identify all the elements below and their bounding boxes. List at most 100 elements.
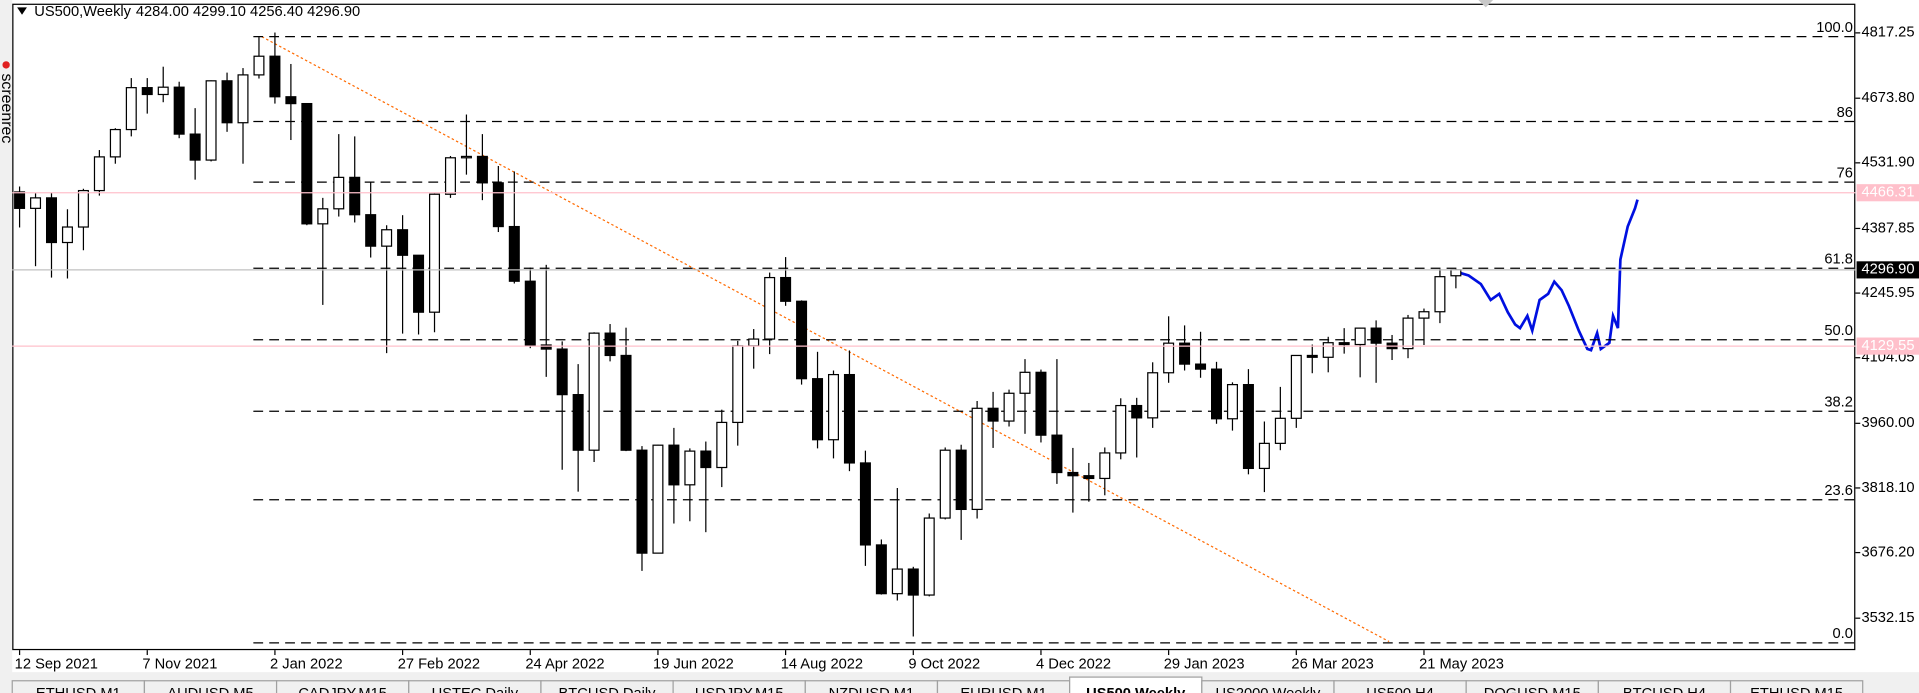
tab-label[interactable]: US500,H4 (1366, 686, 1434, 693)
candle-body (365, 214, 377, 247)
candle-body (237, 74, 249, 124)
candle-body (1195, 363, 1207, 370)
tab[interactable] (1201, 680, 1335, 693)
candle-body (859, 462, 871, 546)
candle-body (476, 155, 488, 184)
tab[interactable] (143, 680, 278, 693)
candle-body (540, 344, 552, 350)
left-strip (0, 0, 13, 678)
candle-body (397, 229, 409, 256)
tab[interactable] (1333, 680, 1467, 693)
tab-label[interactable]: ETHUSD,M15 (1750, 686, 1843, 693)
candle-body (109, 128, 121, 158)
candle-body (1418, 311, 1430, 319)
candle-body (1051, 434, 1063, 474)
y-tick-label: 4817.25 (1861, 25, 1914, 41)
candle-body (684, 450, 696, 486)
candle-body (14, 191, 26, 209)
candle-body (1450, 269, 1462, 277)
candle-body (1131, 404, 1143, 419)
watermark: screenrec (0, 73, 15, 143)
x-tick-label: 24 Apr 2022 (525, 657, 604, 673)
candle-body (269, 55, 281, 98)
candle-body (221, 80, 233, 124)
fib-label: 50.0 (1824, 323, 1853, 339)
tab[interactable] (1597, 680, 1732, 693)
tab[interactable] (11, 680, 146, 693)
x-tick-label: 4 Dec 2022 (1036, 657, 1111, 673)
candle-body (891, 568, 903, 595)
candle-body (524, 280, 536, 346)
candle-body (157, 86, 169, 96)
candle-body (812, 378, 824, 441)
tab[interactable] (540, 680, 674, 693)
chart-title: US500,Weekly (34, 4, 131, 20)
tab-label[interactable]: US2000,Weekly (1215, 686, 1321, 693)
candle-body (1179, 342, 1191, 365)
candle-body (444, 157, 456, 195)
tab-label[interactable]: CADJPY,M15 (298, 686, 387, 693)
tab[interactable] (804, 680, 939, 693)
x-tick-label: 7 Nov 2021 (142, 657, 217, 673)
candle-body (764, 276, 776, 340)
y-tick-label: 4673.80 (1861, 90, 1914, 106)
tab[interactable] (672, 680, 806, 693)
tab-label[interactable]: ETHUSD,M1 (36, 686, 121, 693)
tab-label[interactable]: EURUSD,M1 (960, 686, 1046, 693)
price-label: 4466.31 (1861, 185, 1914, 201)
x-tick-label: 21 May 2023 (1419, 657, 1504, 673)
candle-body (1322, 342, 1334, 358)
candle-body (907, 568, 919, 596)
tab[interactable] (1465, 680, 1599, 693)
candle-body (1211, 368, 1223, 420)
candle-body (1274, 417, 1286, 444)
menu-triangle[interactable] (17, 7, 27, 15)
tab[interactable] (408, 680, 542, 693)
tab-label[interactable]: BTCUSD,H4 (1623, 686, 1706, 693)
price-label-box (1856, 184, 1919, 202)
y-tick-label: 4245.95 (1861, 285, 1914, 301)
candle-body (429, 193, 441, 313)
x-tick-label: 19 Jun 2022 (653, 657, 734, 673)
candle-body (875, 544, 887, 595)
tab-label[interactable]: AUDUSD,M5 (167, 686, 253, 693)
candle-body (1067, 471, 1079, 477)
candle-body (30, 197, 42, 209)
plot-frame (12, 3, 1856, 651)
candle-body (572, 394, 584, 451)
candle-body (492, 182, 504, 228)
tab-label[interactable]: NZDUSD,M1 (829, 686, 915, 693)
fib-label: 61.8 (1824, 252, 1853, 268)
fib-label: 100.0 (1816, 20, 1853, 36)
candle-body (141, 87, 153, 96)
fib-label: 86 (1837, 105, 1853, 121)
tab-label[interactable]: US500,Weekly (1086, 686, 1186, 693)
candle-body (1354, 327, 1366, 346)
fib-label: 76 (1837, 165, 1853, 181)
fib-label: 0.0 (1833, 626, 1853, 642)
candle-body (1402, 317, 1414, 350)
x-tick-label: 12 Sep 2021 (15, 657, 98, 673)
price-label: 4296.90 (1861, 262, 1914, 278)
tab-label[interactable]: BTCUSD,Daily (559, 686, 657, 693)
x-tick-label: 14 Aug 2022 (781, 657, 863, 673)
x-tick-label: 9 Oct 2022 (908, 657, 980, 673)
tab[interactable] (275, 680, 410, 693)
candle-body (939, 449, 951, 519)
tab-label[interactable]: USTEC,Daily (432, 686, 519, 693)
watermark-dot (2, 61, 10, 69)
fib-label: 23.6 (1824, 483, 1853, 499)
tab[interactable] (1729, 680, 1864, 693)
y-tick-label: 3818.10 (1861, 480, 1914, 496)
candle-body (987, 407, 999, 422)
candle-body (700, 450, 712, 469)
price-label: 4129.55 (1861, 338, 1914, 354)
tab-label[interactable]: DOGUSD,M15 (1484, 686, 1581, 693)
projection-drawing (1455, 199, 1639, 352)
tab[interactable] (936, 680, 1071, 693)
candle-body (796, 300, 808, 380)
tab-label[interactable]: USDJPY,M15 (695, 686, 784, 693)
candle-body (285, 96, 297, 105)
candle-body (1338, 342, 1350, 346)
